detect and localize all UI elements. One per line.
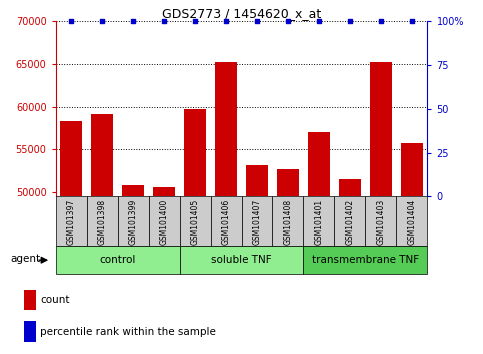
Bar (86, 196, 117, 246)
Bar (366, 196, 397, 246)
Text: GSM101403: GSM101403 (376, 199, 385, 245)
Bar (91, 114, 113, 196)
Text: GSM101408: GSM101408 (284, 199, 293, 245)
Bar (117, 196, 149, 246)
Text: GSM101406: GSM101406 (222, 199, 230, 245)
Point (191, 18, 199, 24)
Text: GSM101407: GSM101407 (253, 199, 261, 245)
Bar (215, 62, 237, 196)
Text: GSM101405: GSM101405 (190, 199, 199, 245)
Point (129, 18, 137, 24)
Text: GSM101400: GSM101400 (159, 199, 169, 245)
Text: GSM101399: GSM101399 (128, 199, 138, 245)
Text: GSM101398: GSM101398 (98, 199, 107, 245)
Point (98, 18, 106, 24)
Bar (308, 132, 330, 196)
Bar (60, 121, 82, 196)
Bar (153, 187, 175, 196)
Title: GDS2773 / 1454620_x_at: GDS2773 / 1454620_x_at (162, 7, 321, 20)
Text: agent: agent (10, 254, 40, 264)
Point (67, 18, 75, 24)
Point (253, 18, 261, 24)
Text: control: control (99, 255, 136, 265)
Bar (180, 196, 211, 246)
Bar (401, 143, 423, 196)
Bar (277, 169, 299, 196)
Bar (242, 196, 272, 246)
Bar (397, 196, 427, 246)
Bar (24, 321, 36, 342)
Text: percentile rank within the sample: percentile rank within the sample (40, 327, 216, 337)
Bar (122, 184, 144, 196)
Point (315, 18, 323, 24)
Bar (303, 246, 427, 274)
Text: GSM101401: GSM101401 (314, 199, 324, 245)
Bar (339, 179, 361, 196)
Bar (272, 196, 303, 246)
Text: GSM101402: GSM101402 (345, 199, 355, 245)
Bar (370, 62, 392, 196)
Text: soluble TNF: soluble TNF (211, 255, 272, 265)
Bar (334, 196, 366, 246)
Point (408, 18, 416, 24)
Bar (24, 290, 36, 310)
Bar (211, 196, 242, 246)
Text: GSM101404: GSM101404 (408, 199, 416, 245)
Bar (56, 196, 86, 246)
Bar (180, 246, 303, 274)
Text: transmembrane TNF: transmembrane TNF (312, 255, 419, 265)
Bar (303, 196, 334, 246)
Point (377, 18, 385, 24)
Point (284, 18, 292, 24)
Bar (184, 109, 206, 196)
Point (346, 18, 354, 24)
Point (222, 18, 230, 24)
Point (160, 18, 168, 24)
Bar (246, 165, 268, 196)
Bar (56, 246, 180, 274)
Text: GSM101397: GSM101397 (67, 199, 75, 245)
Bar (149, 196, 180, 246)
Text: count: count (40, 295, 70, 305)
